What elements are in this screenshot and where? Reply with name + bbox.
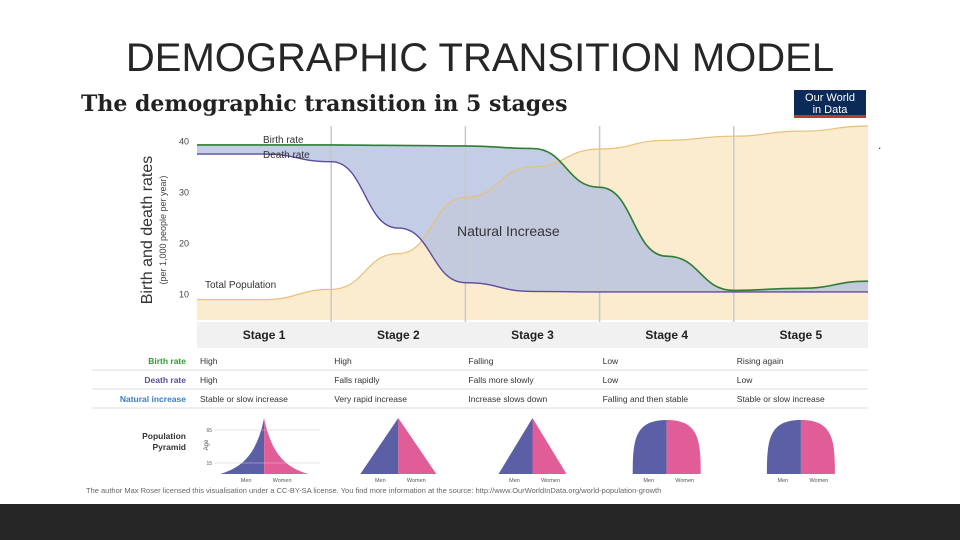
birth-rate-label: Birth rate [263, 135, 304, 146]
pyramid-men-label: Men [643, 478, 654, 484]
natural-increase-area [197, 144, 868, 292]
logo-line-2: in Data [812, 104, 848, 116]
table-cell-natural: Stable or slow increase [200, 394, 288, 404]
pyramid-men-shape [360, 418, 399, 474]
stage-table: Birth rate High High Falling Low Rising again… [92, 356, 868, 452]
natural-increase-label: Natural Increase [457, 223, 560, 239]
pyramid-women-shape [800, 420, 835, 474]
pyramid-row-label-1: Population [142, 431, 186, 441]
death-rate-label: Death rate [263, 150, 310, 161]
pyramid-men-label: Men [241, 478, 252, 484]
table-cell-death: Low [737, 375, 753, 385]
population-pyramids: Men Women Men Women Men Women Men Women Men Women… [204, 418, 835, 484]
table-cell-natural: Falling and then stable [603, 394, 689, 404]
pyramid-men-shape [498, 418, 533, 474]
pyramid-women-label: Women [809, 478, 828, 484]
source-note: The author Max Roser licensed this visua… [86, 486, 661, 495]
stage-label: Stage 2 [377, 328, 420, 342]
pyramid-row-label-2: Pyramid [152, 442, 186, 452]
y-tick-label: 10 [179, 289, 189, 299]
y-tick-label: 40 [179, 136, 189, 146]
pyramid-men-shape [766, 420, 801, 474]
pyramid-women-label: Women [675, 478, 694, 484]
pyramid-women-label: Women [273, 478, 292, 484]
pyramid-men-label: Men [509, 478, 520, 484]
stage-header-row: Stage 1 Stage 2 Stage 3 Stage 4 Stage 5 [197, 322, 868, 348]
chart-title: The demographic transition in 5 stages [81, 91, 568, 117]
table-cell-natural: Very rapid increase [334, 394, 407, 404]
table-cell-birth: Falling [468, 356, 493, 366]
table-row-label-natural: Natural increase [120, 394, 186, 404]
total-population-label: Total Population [205, 280, 276, 291]
table-cell-birth: Low [603, 356, 619, 366]
pyramid-men-label: Men [375, 478, 386, 484]
logo-line-1: Our World [805, 92, 855, 104]
stage-label: Stage 1 [243, 328, 286, 342]
pyramid-men-shape [220, 418, 265, 474]
table-cell-death: High [200, 375, 218, 385]
pyramid-age-tick: 65 [206, 428, 212, 434]
table-cell-death: Falls rapidly [334, 375, 380, 385]
pyramid-age-label: Age [204, 439, 210, 450]
y-axis-sublabel: (per 1,000 people per year) [158, 175, 168, 284]
birth-rate-line [197, 144, 869, 292]
pyramid-women-shape [264, 418, 309, 474]
stray-mark: . [878, 138, 882, 152]
death-rate-line [197, 153, 868, 293]
pyramid-women-shape [666, 420, 701, 474]
pyramid-women-shape [398, 418, 437, 474]
stage-label: Stage 4 [645, 328, 688, 342]
table-cell-natural: Stable or slow increase [737, 394, 825, 404]
pyramid-women-shape [532, 418, 567, 474]
chart-plot-area: 10 20 30 40 Birth and death rates (per 1,000 … [139, 125, 869, 348]
y-tick-label: 20 [179, 238, 189, 248]
stage-label: Stage 5 [780, 328, 823, 342]
y-tick-label: 30 [179, 187, 189, 197]
pyramid-men-shape [632, 420, 667, 474]
y-axis-label: Birth and death rates [139, 156, 156, 305]
pyramid-age-tick: 15 [206, 461, 212, 467]
table-cell-natural: Increase slows down [468, 394, 547, 404]
slide-title: DEMOGRAPHIC TRANSITION MODEL [125, 36, 835, 80]
footer-bar [0, 504, 960, 540]
table-cell-birth: Rising again [737, 356, 784, 366]
table-cell-birth: High [334, 356, 352, 366]
our-world-in-data-logo: Our World in Data [794, 90, 866, 118]
pyramid-men-label: Men [778, 478, 789, 484]
stage-label: Stage 3 [511, 328, 554, 342]
table-cell-birth: High [200, 356, 218, 366]
table-row-label-death: Death rate [144, 375, 186, 385]
table-cell-death: Falls more slowly [468, 375, 534, 385]
pyramid-women-label: Women [407, 478, 426, 484]
table-row-label-birth: Birth rate [148, 356, 186, 366]
table-cell-death: Low [603, 375, 619, 385]
pyramid-women-label: Women [541, 478, 560, 484]
total-population-line [197, 125, 869, 301]
stage-header-background [197, 322, 868, 348]
